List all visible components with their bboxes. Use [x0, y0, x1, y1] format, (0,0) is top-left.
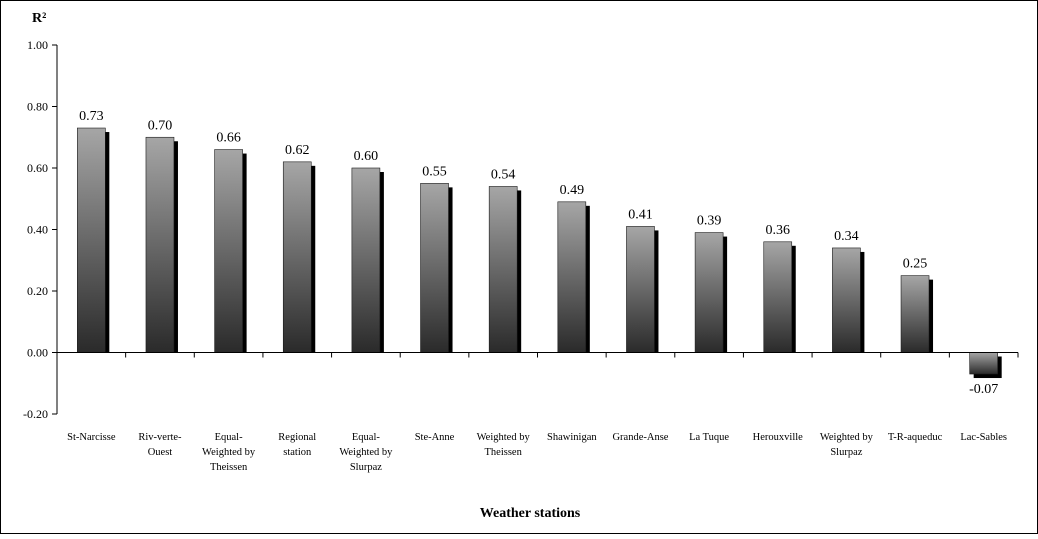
x-axis-title: Weather stations: [480, 506, 581, 521]
bar: [420, 183, 449, 353]
bar: [351, 167, 381, 353]
bar: [969, 352, 998, 375]
y-tick-label: 0.40: [27, 223, 48, 237]
data-label: 0.39: [697, 214, 722, 229]
data-label: 0.62: [285, 143, 310, 158]
category-label: St-Narcisse: [67, 432, 116, 443]
bar: [763, 241, 793, 353]
category-label: Grande-Anse: [612, 432, 668, 443]
y-tick-label: 0.20: [27, 284, 48, 298]
bar: [282, 161, 312, 353]
category-label: Weighted by Theissen: [477, 432, 531, 458]
data-label: 0.66: [216, 131, 241, 146]
y-tick-label: 1.00: [27, 38, 48, 52]
data-label: 0.55: [422, 164, 447, 179]
bar: [77, 127, 106, 353]
category-label: Equal-Weighted by Theissen: [202, 432, 256, 473]
data-label: 0.49: [560, 183, 585, 198]
bar: [694, 232, 724, 353]
bar: [214, 149, 243, 353]
data-label: 0.73: [79, 109, 104, 124]
data-label: 0.25: [903, 257, 928, 272]
category-label: Riv-verte-Ouest: [138, 432, 182, 458]
bar: [626, 226, 655, 353]
y-axis-title: R²: [32, 11, 46, 26]
data-label: 0.34: [834, 229, 859, 244]
category-label: Herouxville: [753, 432, 803, 443]
data-label: 0.36: [766, 223, 791, 238]
category-label: Weighted by Slurpaz: [820, 432, 874, 458]
bar: [557, 201, 587, 353]
category-label: Lac-Sables: [960, 432, 1007, 443]
category-label: La Tuque: [689, 432, 729, 443]
bar: [488, 186, 518, 353]
y-tick-label: 0.60: [27, 161, 48, 175]
data-label: 0.41: [628, 207, 653, 222]
category-label: Equal-Weighted by Slurpaz: [339, 432, 393, 473]
data-label: 0.54: [491, 167, 516, 182]
bar: [900, 275, 930, 353]
data-label: 0.60: [354, 149, 379, 164]
category-label: T-R-aqueduc: [888, 432, 943, 443]
category-label: Ste-Anne: [415, 432, 455, 443]
y-tick-label: 0.00: [27, 346, 48, 360]
y-tick-label: 0.80: [27, 100, 48, 114]
y-tick-label: -0.20: [23, 407, 48, 421]
bar: [832, 247, 861, 353]
data-label: 0.70: [148, 118, 173, 133]
category-label: Regional station: [278, 432, 316, 458]
category-label: Shawinigan: [547, 432, 597, 443]
bar: [145, 136, 175, 353]
data-label: -0.07: [969, 382, 998, 397]
